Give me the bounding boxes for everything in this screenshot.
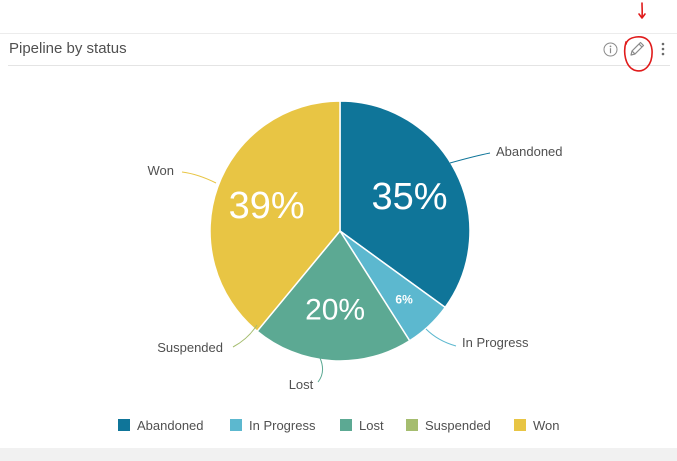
- legend-item-won[interactable]: Won: [514, 418, 560, 433]
- slice-percent-in-progress: 6%: [395, 292, 413, 306]
- slice-label-won: Won: [148, 163, 175, 178]
- legend-item-lost[interactable]: Lost: [340, 418, 384, 433]
- top-divider: [0, 33, 677, 34]
- info-circle-icon[interactable]: [603, 42, 618, 57]
- vertical-ellipsis-icon[interactable]: [658, 40, 668, 58]
- connector-in-progress: [425, 328, 457, 347]
- pie-chart: 35% 6% 20% 39% Abandoned In Progress Lost Suspe…: [118, 100, 563, 433]
- slice-label-in-progress: In Progress: [462, 335, 529, 350]
- pie-slice-abandoned: [339, 100, 471, 309]
- legend-item-in-progress[interactable]: In Progress: [230, 418, 316, 433]
- slice-percent-abandoned: 35%: [371, 176, 447, 218]
- legend-swatch-abandoned: [118, 419, 130, 431]
- slice-label-abandoned: Abandoned: [496, 144, 563, 159]
- slice-label-suspended: Suspended: [157, 340, 223, 355]
- legend-label-in-progress: In Progress: [249, 418, 316, 433]
- legend-label-suspended: Suspended: [425, 418, 491, 433]
- legend-label-won: Won: [533, 418, 560, 433]
- slice-label-lost: Lost: [289, 377, 314, 392]
- connector-abandoned: [449, 152, 491, 164]
- legend-item-abandoned[interactable]: Abandoned: [118, 418, 204, 433]
- pie-slice-lost: [256, 229, 411, 362]
- widget-title: Pipeline by status: [9, 40, 127, 57]
- legend-label-lost: Lost: [359, 418, 384, 433]
- legend-swatch-suspended: [406, 419, 418, 431]
- pencil-icon[interactable]: [628, 40, 646, 58]
- legend-swatch-lost: [340, 419, 352, 431]
- slice-percent-lost: 20%: [305, 293, 365, 326]
- legend-label-abandoned: Abandoned: [137, 418, 204, 433]
- connector-suspended: [232, 324, 258, 348]
- pie-slice-won: [209, 100, 341, 333]
- connector-lost: [317, 357, 324, 383]
- connector-won: [181, 171, 217, 184]
- legend-swatch-won: [514, 419, 526, 431]
- footer-bar: [0, 448, 677, 461]
- legend-swatch-in-progress: [230, 419, 242, 431]
- slice-percent-won: 39%: [229, 185, 305, 227]
- legend-item-suspended[interactable]: Suspended: [406, 418, 491, 433]
- widget-header: Pipeline by status: [8, 34, 670, 66]
